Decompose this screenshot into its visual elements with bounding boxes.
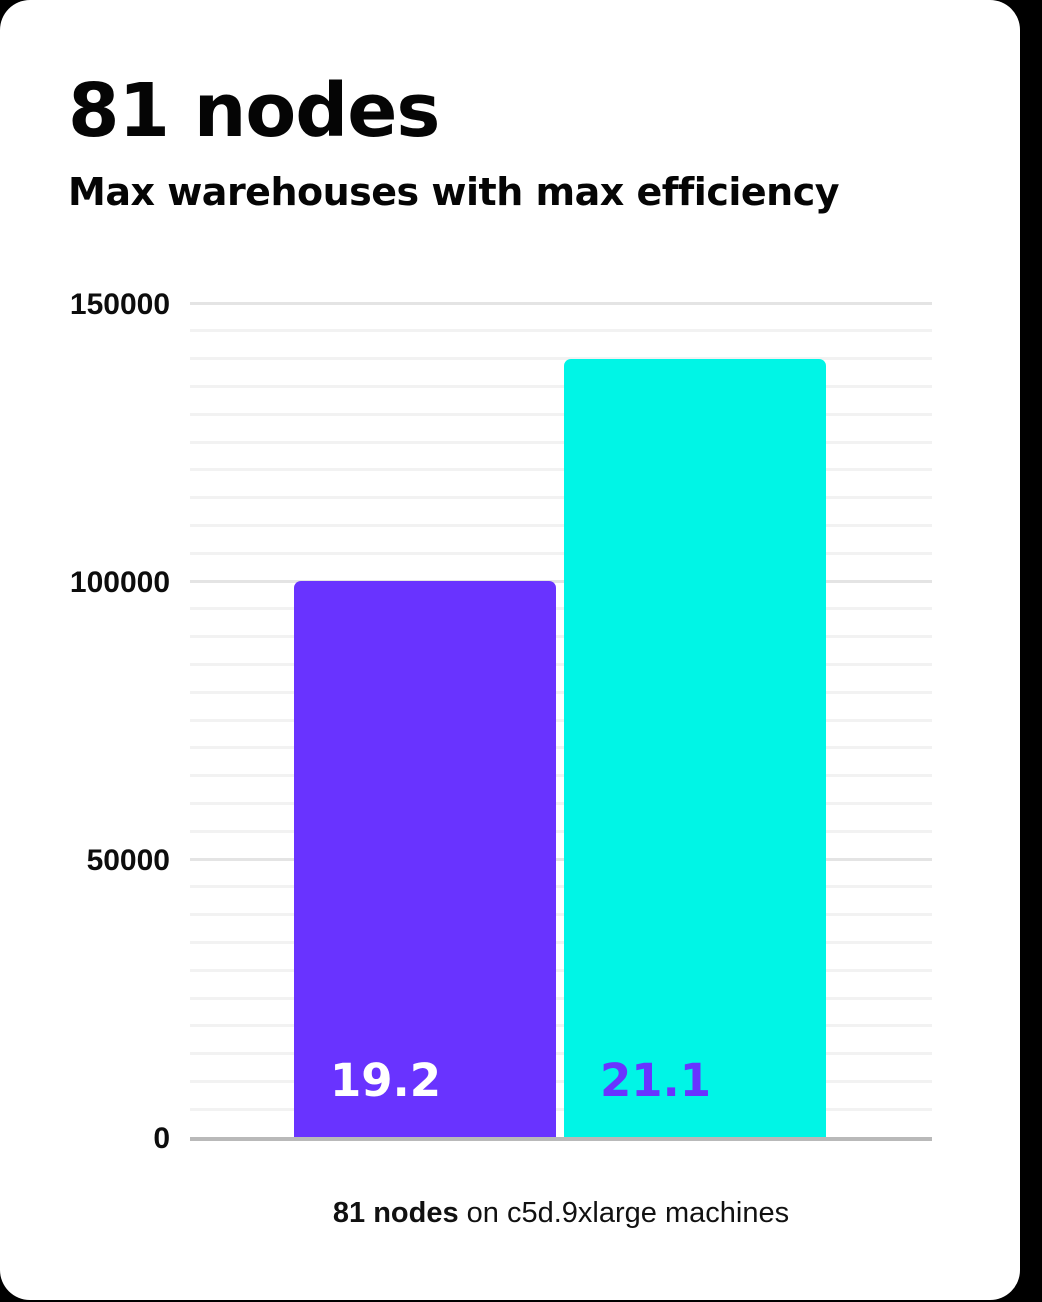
bar-21.1 <box>564 358 826 1137</box>
minor-gridline <box>190 496 932 500</box>
bar-value-label-19.2: 19.2 <box>330 1054 442 1107</box>
infographic-card: 81 nodes Max warehouses with max efficie… <box>0 0 1020 1300</box>
bar-value-label-21.1: 21.1 <box>600 1054 712 1107</box>
minor-gridline <box>190 551 932 555</box>
y-axis-tick-label: 0 <box>153 1122 170 1155</box>
minor-gridline <box>190 523 932 527</box>
minor-gridline <box>190 774 932 778</box>
minor-gridline <box>190 746 932 750</box>
minor-gridline <box>190 635 932 639</box>
x-axis-baseline <box>190 1137 932 1141</box>
minor-gridline <box>190 357 932 361</box>
minor-gridline <box>190 829 932 833</box>
minor-gridline <box>190 1079 932 1083</box>
minor-gridline <box>190 468 932 472</box>
major-gridline <box>190 857 932 861</box>
chart-subtitle: Max warehouses with max efficiency <box>68 170 840 214</box>
y-axis-tick-label: 50000 <box>86 844 170 877</box>
minor-gridline <box>190 801 932 805</box>
minor-gridline <box>190 384 932 388</box>
minor-gridline <box>190 690 932 694</box>
caption-regular-text: on c5d.9xlarge machines <box>458 1197 790 1229</box>
minor-gridline <box>190 968 932 972</box>
caption-bold-text: 81 nodes <box>332 1197 459 1229</box>
minor-gridline <box>190 1024 932 1028</box>
bar-19.2 <box>294 581 556 1137</box>
y-axis-tick-label: 100000 <box>69 566 170 599</box>
major-gridline <box>190 579 932 583</box>
chart-caption: 81 nodes on c5d.9xlarge machines <box>190 1197 932 1230</box>
minor-gridline <box>190 718 932 722</box>
minor-gridline <box>190 1107 932 1111</box>
bar-chart: 0 50000 100000 150000 19.2 21.1 <box>69 288 932 1155</box>
minor-gridline <box>190 412 932 416</box>
minor-gridline <box>190 1052 932 1056</box>
minor-gridline <box>190 607 932 611</box>
minor-gridline <box>190 940 932 944</box>
minor-gridline <box>190 913 932 917</box>
chart-title: 81 nodes <box>68 68 440 154</box>
minor-gridline <box>190 996 932 1000</box>
minor-gridline <box>190 662 932 666</box>
major-gridline <box>190 301 932 305</box>
y-axis-tick-label: 150000 <box>69 288 170 321</box>
minor-gridline <box>190 329 932 333</box>
minor-gridline <box>190 440 932 444</box>
minor-gridline <box>190 885 932 889</box>
